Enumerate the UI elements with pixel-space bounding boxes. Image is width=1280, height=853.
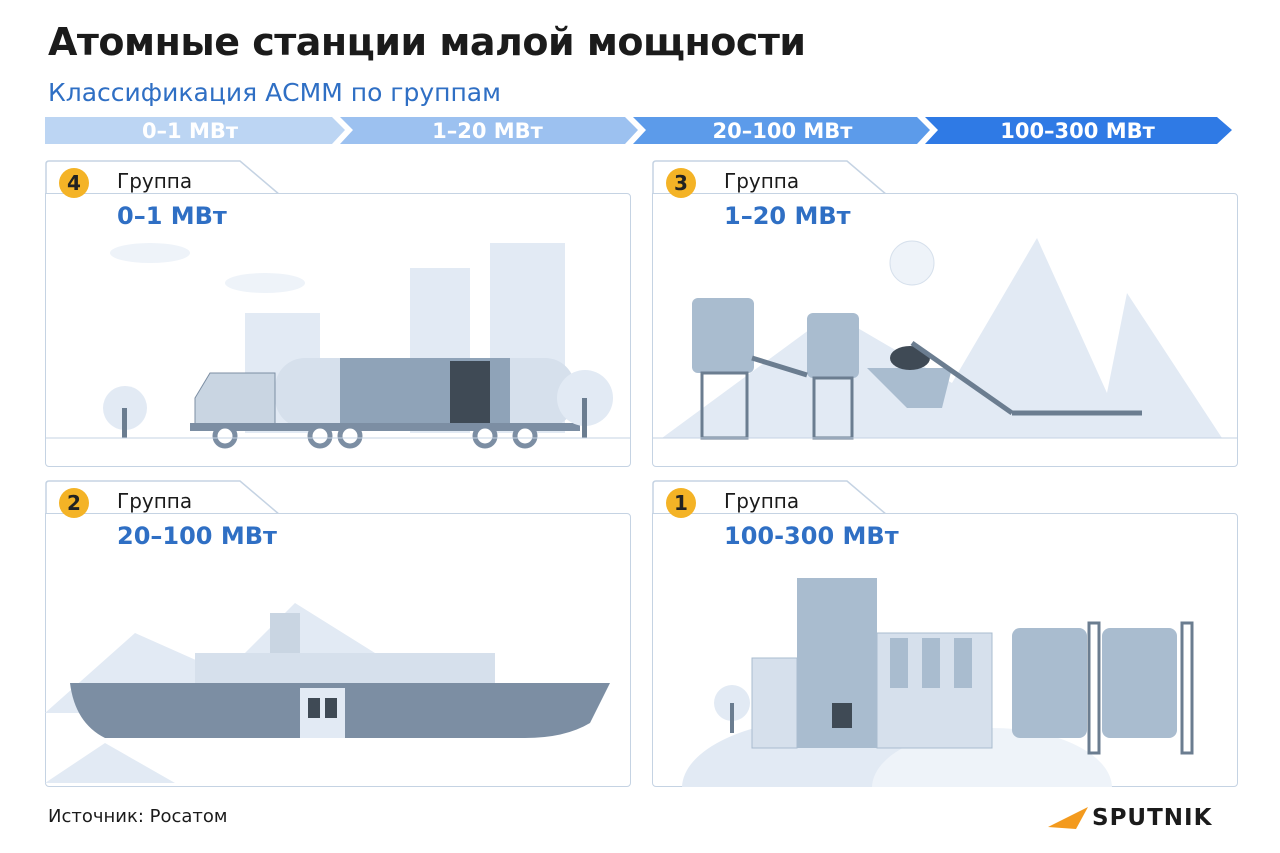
- ship-illustration: [45, 603, 610, 783]
- group-card-2: 2 Группа 20–100 МВт: [45, 480, 631, 787]
- sputnik-logo: SPUTNIK: [1048, 805, 1212, 831]
- group-card-4: 4 Группа 0–1 МВт: [45, 160, 631, 467]
- sputnik-logo-icon: [1048, 807, 1088, 829]
- group-card-1: 1 Группа 100-300 МВт: [652, 480, 1238, 787]
- group-label: Группа: [117, 489, 193, 513]
- scale-label-3: 20–100 МВт: [712, 118, 853, 143]
- scale-segment-3: [633, 117, 930, 144]
- group-card-3: 3 Группа 1–20 МВт: [652, 160, 1238, 467]
- group-number-badge: 3: [666, 168, 696, 198]
- group-power: 1–20 МВт: [724, 202, 851, 230]
- industrial-plant-illustration: [652, 238, 1238, 440]
- source-note: Источник: Росатом: [48, 806, 228, 827]
- card-tab: [652, 480, 888, 516]
- card-tab: [652, 160, 888, 196]
- scale-segment-4: [925, 117, 1232, 144]
- scale-label-2: 1–20 МВт: [432, 118, 543, 143]
- scale-label-1: 0–1 МВт: [141, 118, 239, 143]
- group-power: 100-300 МВт: [724, 522, 899, 550]
- page-title: Атомные станции малой мощности: [48, 20, 806, 64]
- group-number-badge: 4: [59, 168, 89, 198]
- card-tab: [45, 160, 281, 196]
- truck-illustration: [45, 243, 631, 449]
- city-plant-illustration: [682, 578, 1194, 787]
- sputnik-logo-text: SPUTNIK: [1092, 805, 1213, 831]
- card-tab: [45, 480, 281, 516]
- group-power: 20–100 МВт: [117, 522, 277, 550]
- group-number-badge: 1: [666, 488, 696, 518]
- power-scale-band: [45, 117, 1232, 144]
- scale-segment-2: [340, 117, 638, 144]
- group-label: Группа: [724, 489, 800, 513]
- group-label: Группа: [117, 169, 193, 193]
- group-power: 0–1 МВт: [117, 202, 227, 230]
- group-number-badge: 2: [59, 488, 89, 518]
- page-subtitle: Классификация АСММ по группам: [48, 78, 501, 107]
- scale-label-4: 100–300 МВт: [1000, 118, 1155, 143]
- group-label: Группа: [724, 169, 800, 193]
- scale-segment-1: [45, 117, 345, 144]
